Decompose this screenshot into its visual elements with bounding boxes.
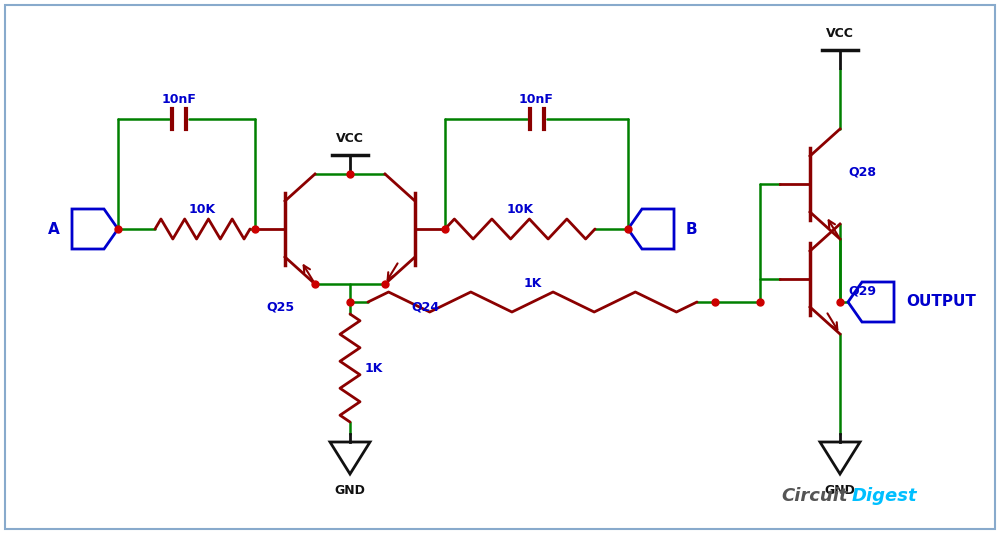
Text: OUTPUT: OUTPUT (906, 294, 976, 310)
Text: GND: GND (825, 484, 855, 497)
Text: Q28: Q28 (848, 166, 876, 178)
Text: 1K: 1K (365, 362, 383, 374)
Text: Q24: Q24 (411, 301, 439, 314)
Text: 10K: 10K (189, 203, 216, 216)
Text: A: A (48, 222, 60, 237)
Text: GND: GND (335, 484, 365, 497)
Text: 10K: 10K (506, 203, 534, 216)
Text: 10nF: 10nF (519, 93, 554, 106)
Text: Circuit: Circuit (782, 487, 848, 505)
Text: VCC: VCC (336, 132, 364, 145)
Text: Q29: Q29 (848, 285, 876, 297)
Text: Q25: Q25 (266, 301, 294, 314)
Text: VCC: VCC (826, 27, 854, 40)
Text: 10nF: 10nF (162, 93, 196, 106)
Text: Digest: Digest (852, 487, 918, 505)
Text: B: B (686, 222, 698, 237)
Text: 1K: 1K (523, 277, 542, 290)
